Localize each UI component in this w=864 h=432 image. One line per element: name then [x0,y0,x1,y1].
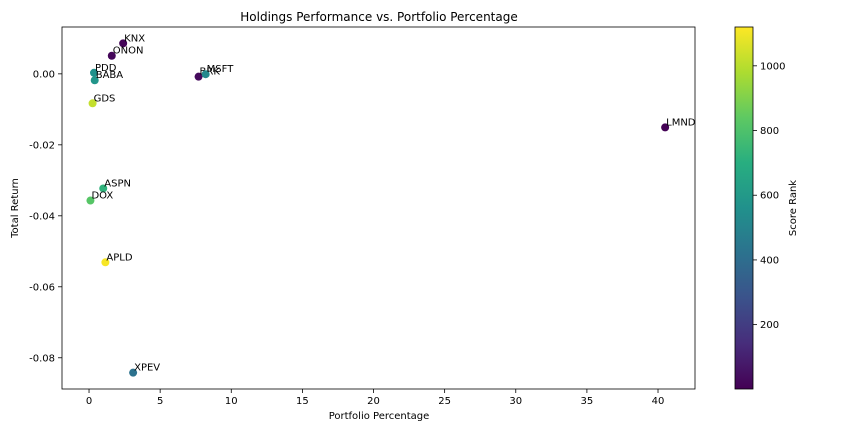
point-label: PDD [95,63,117,74]
scatter-point [90,76,99,85]
x-tick-label: 0 [86,396,92,407]
point-label: MSFT [207,64,235,75]
x-tick-label: 35 [581,396,594,407]
point-label: XPEV [134,363,160,374]
point-label: GDS [94,93,116,104]
colorbar-tick-label: 600 [760,191,779,202]
colorbar: 200 400 600 800 1000 Score Rank [734,26,799,390]
colorbar-label: Score Rank [788,180,799,236]
point-label: BRK [200,67,221,78]
scatter-point [88,99,97,108]
point-label: KNX [124,33,145,44]
scatter-point [194,72,203,81]
point-label: DOX [91,191,113,202]
colorbar-tick-label: 800 [760,126,779,137]
colorbar-tick-label: 200 [760,320,779,331]
colorbar-tick-label: 400 [760,255,779,266]
chart-title: Holdings Performance vs. Portfolio Perce… [240,10,517,24]
y-tick-label: -0.08 [29,353,55,364]
y-tick-label: -0.06 [29,282,55,293]
x-tick-label: 25 [438,396,451,407]
y-tick-label: -0.04 [29,211,55,222]
x-tick-label: 40 [652,396,665,407]
point-label: APLD [106,252,132,263]
point-label: ONON [113,46,144,57]
scatter-point [129,368,138,377]
y-tick-label: 0.00 [33,69,55,80]
x-tick-label: 15 [296,396,309,407]
scatter-point [86,196,95,205]
x-axis: 0 5 10 15 20 25 30 35 40 [86,389,665,407]
scatter-point [201,70,210,79]
colorbar-ticks: 200 400 600 800 1000 [753,61,785,331]
colorbar-tick-label: 1000 [760,61,785,72]
x-axis-label: Portfolio Percentage [329,411,430,422]
x-tick-label: 30 [509,396,522,407]
x-tick-label: 10 [225,396,238,407]
scatter-point [107,51,116,60]
x-tick-label: 20 [367,396,380,407]
point-label: BABA [96,70,124,81]
point-label: LMND [666,117,696,128]
y-axis: 0.00 -0.02 -0.04 -0.06 -0.08 [29,69,62,364]
scatter-point [119,39,128,48]
y-axis-label: Total Return [10,178,21,239]
scatter-point [99,184,108,193]
scatter-point [661,123,670,132]
plot-frame [61,26,696,390]
scatter-point [101,258,110,267]
colorbar-gradient [734,26,754,390]
scatter-point [90,68,99,77]
point-label: ASPN [104,178,131,189]
x-tick-label: 5 [157,396,163,407]
y-tick-label: -0.02 [29,140,55,151]
plot-area [61,26,696,390]
